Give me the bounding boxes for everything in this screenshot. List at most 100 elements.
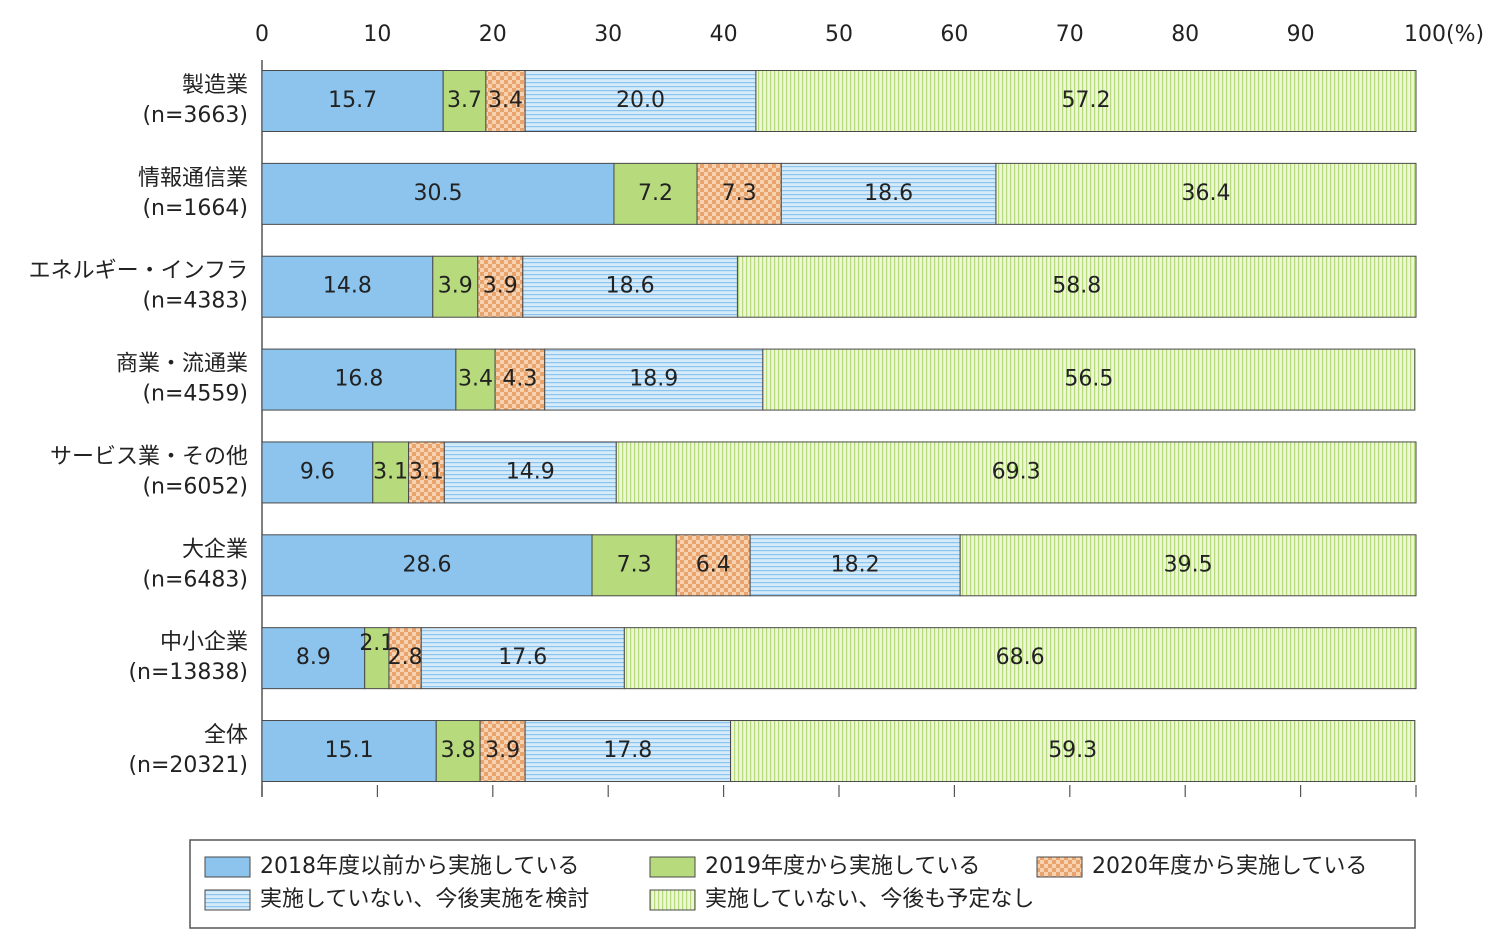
bar-segment [544,348,764,411]
value-label: 57.2 [1061,88,1110,113]
bar-segment [755,70,1417,132]
bar-segment [623,627,1417,690]
value-label: 3.9 [485,738,520,763]
bar-segment [261,348,457,411]
value-label: 4.3 [502,367,537,392]
category-label: 製造業 [182,73,248,98]
value-label: 3.9 [438,274,473,299]
category-label: 商業・流通業 [116,352,248,377]
category-label: (n=4559) [142,382,248,407]
bar-segment [432,255,479,318]
bar-segment [261,255,434,318]
legend-label: 実施していない、今後実施を検討 [260,887,589,912]
category-label: (n=4383) [142,289,248,314]
legend-swatch [1036,856,1083,878]
bar-segment [442,70,487,132]
value-label: 2.8 [388,645,423,670]
value-label: 14.9 [506,459,555,484]
value-label: 36.4 [1181,181,1230,206]
value-label: 9.6 [300,459,335,484]
category-label: 全体 [204,723,248,748]
bar-segment [261,70,444,132]
value-label: 7.3 [617,552,652,577]
x-tick-label: 100(%) [1404,22,1484,47]
category-label: 中小企業 [160,630,248,655]
bar-segment [730,720,1416,783]
bar-segment [261,720,437,783]
category-label: (n=20321) [128,753,248,778]
bar-segment [524,70,757,132]
bar-segment [762,348,1416,411]
legend-label: 2019年度から実施している [705,854,980,879]
legend-swatch [204,889,251,911]
category-label: エネルギー・インフラ [29,259,248,284]
x-tick-label: 10 [363,22,391,47]
x-tick-label: 60 [940,22,968,47]
bar-segment [408,441,445,504]
x-tick-label: 0 [255,22,269,47]
bar-segment [780,162,997,225]
value-label: 18.2 [831,552,880,577]
legend-label: 実施していない、今後も予定なし [705,887,1034,912]
x-tick-label: 70 [1056,22,1084,47]
bar-segment [261,534,593,597]
value-label: 3.8 [441,738,476,763]
value-label: 14.8 [323,274,372,299]
category-label: (n=6483) [142,567,248,592]
bar-segment [261,162,615,225]
value-label: 20.0 [616,88,665,113]
bar-segment [522,255,738,318]
bar-segment [435,720,481,783]
bar-segment [736,255,1417,318]
bar-segment [455,348,496,411]
value-label: 17.6 [498,645,547,670]
value-label: 3.7 [447,88,482,113]
legend-swatch [204,856,251,878]
x-tick-label: 80 [1171,22,1199,47]
bar-segment [696,162,782,225]
category-label: (n=6052) [142,474,248,499]
bar-segment [675,534,751,597]
value-label: 18.6 [606,274,655,299]
x-tick-label: 90 [1287,22,1315,47]
bar-segment [261,441,374,504]
x-tick-label: 30 [594,22,622,47]
value-label: 3.4 [458,367,493,392]
legend-box [189,839,1416,929]
value-label: 30.5 [413,181,462,206]
value-label: 18.9 [629,367,678,392]
value-label: 3.1 [373,459,408,484]
value-label: 39.5 [1164,552,1213,577]
x-tick-label: 20 [479,22,507,47]
category-label: サービス業・その他 [50,444,248,469]
x-tick-label: 40 [710,22,738,47]
legend-swatch [649,856,696,878]
value-label: 18.6 [864,181,913,206]
category-label: (n=1664) [142,196,248,221]
value-label: 15.7 [328,88,377,113]
bar-segment [615,441,1417,504]
category-label: (n=13838) [128,660,248,685]
category-label: (n=3663) [142,103,248,128]
value-label: 3.1 [409,459,444,484]
legend-label: 2020年度から実施している [1092,854,1367,879]
value-label: 58.8 [1052,274,1101,299]
value-label: 69.3 [992,459,1041,484]
category-label: 大企業 [182,537,248,562]
x-tick-label: 50 [825,22,853,47]
bar-segment [485,70,526,132]
bar-segment [959,534,1417,597]
value-label: 3.4 [488,88,523,113]
bar-segment [749,534,961,597]
legend-swatch [649,889,696,911]
legend-label: 2018年度以前から実施している [260,854,579,879]
value-label: 59.3 [1048,738,1097,763]
bar-segment [420,627,625,690]
value-label: 15.1 [325,738,374,763]
value-label: 17.8 [603,738,652,763]
value-label: 56.5 [1064,367,1113,392]
value-label: 3.9 [483,274,518,299]
bar-segment [995,162,1417,225]
